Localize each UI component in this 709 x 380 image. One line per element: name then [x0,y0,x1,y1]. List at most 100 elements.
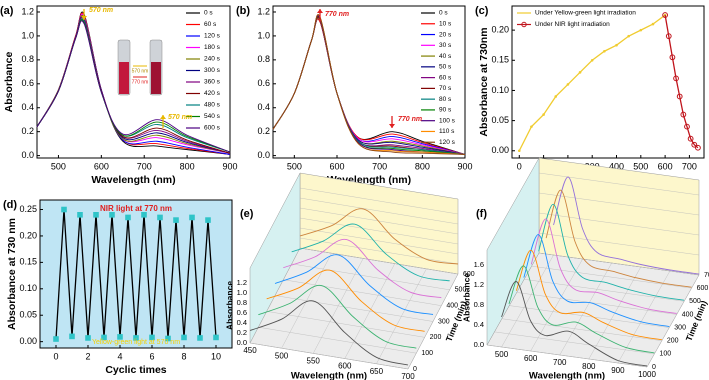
x-tick-label: 550 [307,357,321,366]
x-tick-label: 500 [633,161,648,171]
series-line [272,17,466,155]
annotation: NIR light at 770 nm [100,204,172,213]
x-tick-label: 6 [149,351,154,361]
x-axis-title: Wavelength (nm) [291,371,367,380]
y-tick-label: 0.05 [491,115,509,125]
plot-frame [36,5,231,159]
marker [197,335,203,341]
marker [101,334,107,341]
panel-label: (d) [3,199,17,211]
z-tick-label: 0 [652,364,656,371]
plot-frame [39,199,233,349]
marker [517,149,521,153]
y-tick-label: 1.0 [21,30,34,40]
marker [542,113,545,116]
spectrum-line [291,223,450,282]
marker [684,123,690,130]
legend-label: 600 s [204,125,221,132]
marker [117,334,123,340]
grid-line [501,318,662,341]
series-line [664,14,699,149]
inset-label: 570 nm [132,68,149,74]
marker [85,335,91,341]
marker [205,217,211,223]
z-tick-label: 0 [413,366,417,373]
arrow-head [389,124,395,128]
series-line [36,18,231,154]
marker [93,212,99,218]
grid-line [524,279,685,302]
y-tick-label: 0.00 [491,145,509,155]
x-tick-label: 800 [415,161,430,171]
spectrum-line [523,234,670,328]
legend-label: 240 s [204,56,221,63]
grid-line [249,342,409,370]
y-tick-label: 1.2 [237,278,247,287]
z-tick-label: 400 [682,311,694,318]
series-line [518,14,666,152]
grid-line [291,263,450,291]
z-tick-label: 200 [667,338,679,345]
y-tick-label: 0.2 [237,328,247,337]
spectrum-line [249,300,409,366]
series-line [272,15,466,155]
legend-label: 180 s [204,44,221,51]
grid-line [530,258,583,352]
legend-label: 60 s [204,21,217,28]
y-tick-label: 0.20 [491,25,509,35]
x-tick-label: 4 [117,351,122,361]
legend-label: 120 s [204,33,221,40]
annotation: 770 nm [325,11,349,18]
legend-label: 30 s [439,42,452,49]
inset-label: 770 nm [132,79,149,85]
z-axis-title: Time (min) [684,299,709,343]
y-tick-label: 0.8 [474,300,484,309]
spectrum-line [515,249,662,341]
spectrum-line [299,208,459,265]
legend-label: 80 s [439,96,452,103]
marker [651,22,655,26]
series-line [36,17,231,154]
y-tick-label: 0.0 [237,338,247,347]
marker [673,75,679,82]
grid-line [538,252,700,276]
legend-marker [521,21,527,28]
grid-line [258,326,417,354]
legend-label: 360 s [204,79,221,86]
grid-line [299,207,459,235]
grid-line [538,232,700,256]
inset-liquid [119,62,129,94]
legend-label: 420 s [204,90,221,97]
marker [639,28,643,32]
marker [578,71,582,74]
plot-frame [272,5,466,159]
series-line [272,17,466,155]
x-axis-title: Cyclic times [105,364,166,376]
marker [53,336,59,342]
marker [189,214,195,221]
grid-line [299,187,459,215]
arrow-head [317,9,323,13]
marker [149,334,155,341]
grid-line [299,247,459,275]
series-line [272,15,466,155]
x-tick-label: 700 [137,161,152,171]
grid-line [509,305,670,328]
grid-line [501,254,554,348]
marker [680,111,687,118]
panel-label: (c) [475,5,489,17]
x-tick-label: 600 [94,161,109,171]
spectrum-line [553,176,700,275]
x-tick-label: 600 [524,354,538,363]
marker [125,214,131,221]
legend-label: Under NIR light irradiation [535,21,610,28]
legend-label: 60 s [439,74,452,81]
marker [530,125,533,128]
x-tick-label: 600 [658,161,673,171]
x-tick-label: 700 [553,358,567,367]
x-tick-label: 500 [495,350,509,359]
y-tick-label: 0.10 [19,283,37,293]
grid-line [283,279,442,306]
series-line [272,18,466,155]
